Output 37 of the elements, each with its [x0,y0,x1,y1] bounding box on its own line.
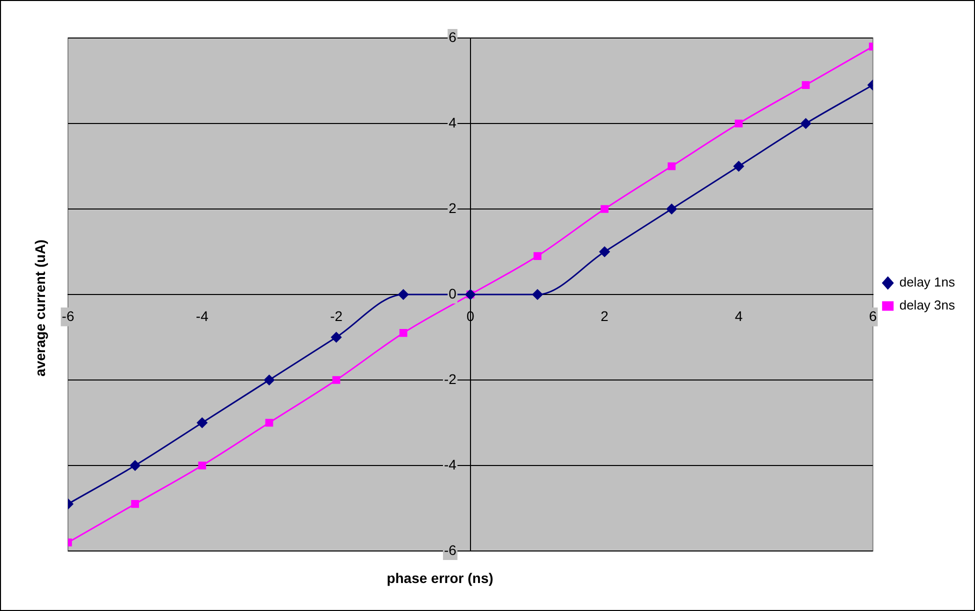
point [800,118,812,129]
y-tick-label: -4 [444,456,457,472]
point [332,376,340,384]
y-tick-label: 0 [448,285,457,302]
x-tick-label: -4 [196,308,209,324]
point [600,205,608,213]
point [130,460,140,471]
x-tick-label: -2 [330,308,343,324]
point [802,81,810,89]
point [198,462,206,470]
point [331,332,342,342]
point [666,204,677,214]
point [734,120,743,128]
x-tick-label: -6 [62,308,74,324]
legend-label: delay 1ns [899,274,956,290]
x-tick-label: 4 [734,308,743,324]
point [534,252,542,260]
point [668,162,676,170]
point [599,246,610,257]
y-tick-label: 4 [448,114,457,130]
x-axis-title: phase error (ns) [386,570,494,586]
y-tick-label: -6 [444,542,457,558]
y-tick-label: 6 [448,28,457,45]
y-tick-label: 2 [448,200,457,216]
point [532,289,543,300]
point [196,418,208,428]
legend-label: delay 3ns [899,298,956,313]
x-tick-label: 6 [868,308,877,324]
point [399,329,408,337]
x-tick-label: 2 [600,308,609,324]
point [398,289,409,300]
y-axis-title: average current (uA) [32,238,48,378]
point [265,418,274,427]
point [131,500,140,508]
point [733,161,744,172]
point [264,374,274,386]
y-tick-label: -2 [444,370,457,387]
